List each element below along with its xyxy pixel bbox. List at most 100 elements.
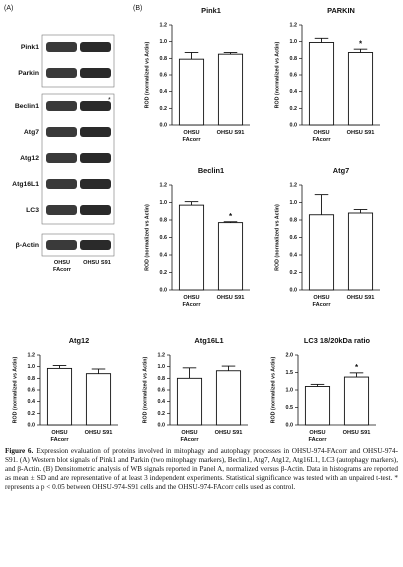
blot-band <box>80 42 111 52</box>
y-tick-label: 0.4 <box>160 252 168 258</box>
y-tick-label: 0.8 <box>290 217 298 223</box>
blot-label: Atg16L1 <box>12 181 39 188</box>
chart-title: LC3 18/20kDa ratio <box>304 336 371 345</box>
blot-band <box>80 127 111 137</box>
y-tick-label: 0.0 <box>290 122 298 128</box>
caption-label: Figure 6. <box>5 447 34 455</box>
bar <box>178 58 205 126</box>
y-tick-label: 0.0 <box>158 422 166 428</box>
blot-label: Atg12 <box>20 155 39 162</box>
y-tick-label: 1.2 <box>158 352 166 358</box>
x-tick-label: OHSU S91 <box>216 130 245 136</box>
y-tick-label: 1.2 <box>290 182 298 188</box>
bar <box>304 386 331 426</box>
blot-frame <box>41 93 115 225</box>
blot-frame <box>41 233 115 257</box>
blot-band <box>46 153 77 163</box>
x-tick-label: OHSU FAcorr <box>182 295 201 308</box>
x-tick-label: OHSU FAcorr <box>180 430 199 443</box>
significance-mark: * <box>229 212 233 221</box>
y-tick-label: 0.2 <box>290 270 298 276</box>
x-tick-label: OHSU FAcorr <box>182 130 201 143</box>
bar <box>308 214 335 291</box>
y-tick-label: 1.0 <box>158 364 166 370</box>
y-tick-label: 0.8 <box>158 376 166 382</box>
blot-band <box>46 127 77 137</box>
y-tick-label: 0.2 <box>160 106 168 112</box>
y-tick-label: 1.2 <box>160 182 168 188</box>
y-tick-label: 0.8 <box>290 56 298 62</box>
bar <box>215 370 242 426</box>
y-tick-label: 1.0 <box>160 39 168 45</box>
x-tick-label: OHSU FAcorr <box>308 430 327 443</box>
bar <box>217 222 244 291</box>
y-tick-label: 0.8 <box>160 217 168 223</box>
blot-band <box>46 179 77 189</box>
blot-label: Parkin <box>18 70 39 77</box>
y-tick-label: 1.0 <box>286 387 294 393</box>
y-axis-label: ROD (normalized vs Actin) <box>144 41 150 108</box>
bar <box>46 367 73 426</box>
bar <box>176 377 203 426</box>
y-tick-label: 0.0 <box>160 122 168 128</box>
chart-title: Beclin1 <box>198 166 224 175</box>
y-axis-label: ROD (normalized vs Actin) <box>12 356 18 423</box>
blot-band <box>46 205 77 215</box>
y-tick-label: 1.5 <box>286 370 294 376</box>
blot-label: Pink1 <box>21 44 39 51</box>
chart-title: PARKIN <box>327 6 355 15</box>
significance-mark: * <box>359 39 363 48</box>
bar <box>347 52 374 126</box>
lane-label: OHSU FAcorr <box>52 260 72 273</box>
x-tick-label: OHSU S91 <box>214 430 243 436</box>
y-tick-label: 0.6 <box>160 72 168 78</box>
y-tick-label: 0.6 <box>290 235 298 241</box>
blot-band <box>80 179 111 189</box>
y-tick-label: 0.4 <box>158 399 166 405</box>
blot-band <box>80 205 111 215</box>
significance-mark: * <box>355 363 359 372</box>
y-tick-label: 0.0 <box>290 287 298 293</box>
blot-band <box>46 68 77 78</box>
blot-label: LC3 <box>26 207 39 214</box>
x-tick-label: OHSU FAcorr <box>50 430 69 443</box>
y-axis-label: ROD (normalized vs Actin) <box>274 41 280 108</box>
y-tick-label: 1.0 <box>290 39 298 45</box>
chart-title: Atg12 <box>69 336 90 345</box>
y-tick-label: 1.2 <box>290 22 298 28</box>
y-tick-label: 2.0 <box>286 352 294 358</box>
blot-band <box>80 101 111 111</box>
y-tick-label: 0.8 <box>28 376 36 382</box>
x-tick-label: OHSU FAcorr <box>312 130 331 143</box>
bar <box>308 42 335 126</box>
blot-band <box>80 68 111 78</box>
blot-band <box>80 240 111 250</box>
y-tick-label: 0.6 <box>158 387 166 393</box>
x-tick-label: OHSU S91 <box>342 430 371 436</box>
blot-star: * <box>108 97 111 104</box>
blot-label: β-Actin <box>16 242 39 249</box>
y-tick-label: 1.2 <box>160 22 168 28</box>
y-tick-label: 0.2 <box>160 270 168 276</box>
bar <box>178 204 205 291</box>
blot-frame <box>41 34 115 88</box>
bar <box>217 53 244 126</box>
y-tick-label: 1.0 <box>28 364 36 370</box>
x-tick-label: OHSU FAcorr <box>312 295 331 308</box>
y-tick-label: 0.6 <box>28 387 36 393</box>
x-tick-label: OHSU S91 <box>346 295 375 301</box>
blot-band <box>46 240 77 250</box>
panel-label: (A) <box>4 5 13 12</box>
y-tick-label: 0.0 <box>160 287 168 293</box>
blot-band <box>80 153 111 163</box>
y-tick-label: 0.2 <box>158 411 166 417</box>
lane-label: OHSU S91 <box>83 260 111 266</box>
bar <box>347 212 374 291</box>
y-tick-label: 0.6 <box>160 235 168 241</box>
y-tick-label: 0.2 <box>290 106 298 112</box>
y-tick-label: 1.2 <box>28 352 36 358</box>
figure-graphics: (A) (B) Pink1 Parkin Beclin1 Atg7 Atg12 Atg16… <box>4 5 380 428</box>
blot-label: Atg7 <box>24 129 39 136</box>
y-tick-label: 0.4 <box>290 252 298 258</box>
